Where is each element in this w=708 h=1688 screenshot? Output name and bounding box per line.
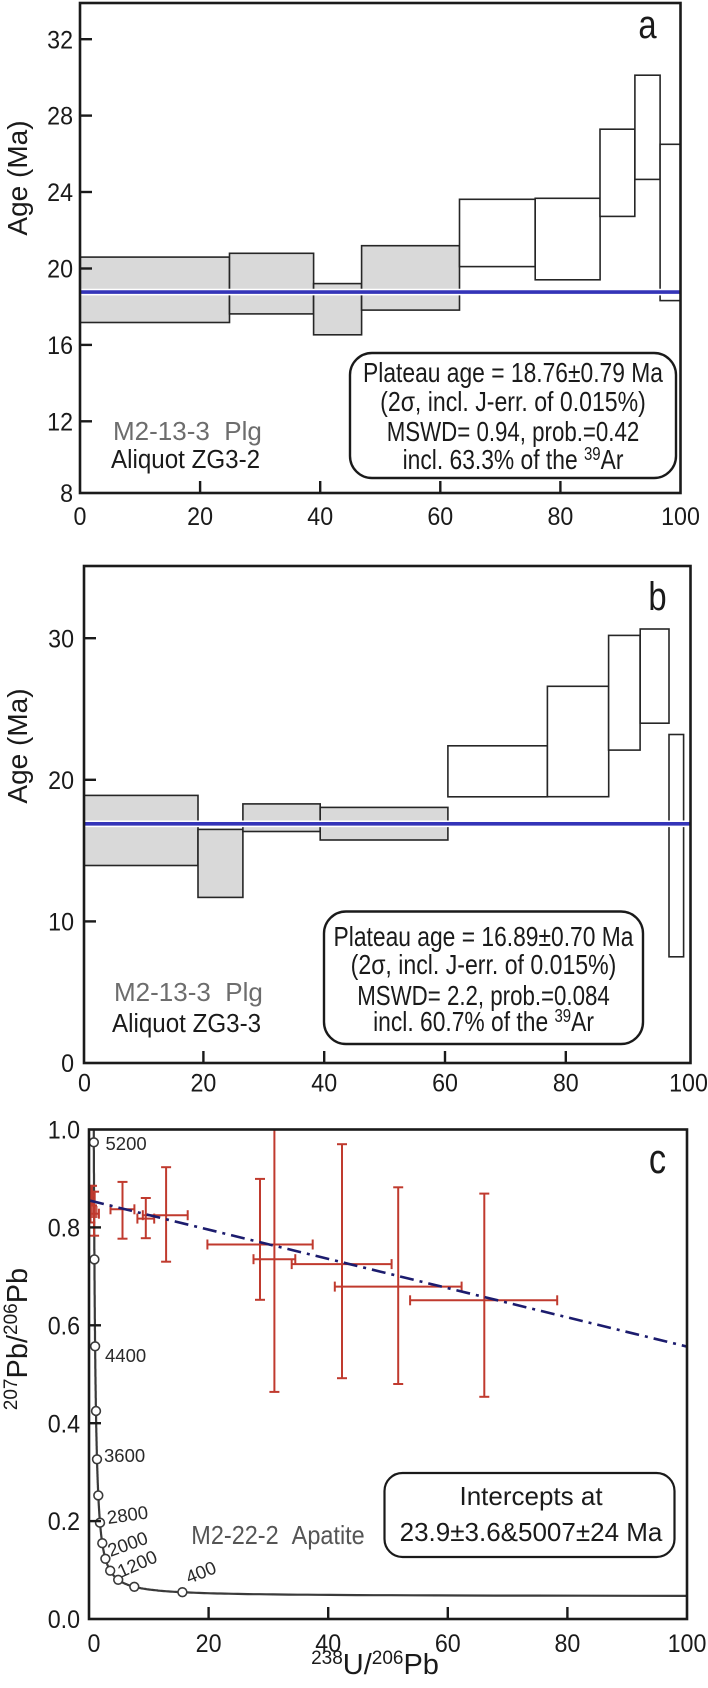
svg-text:207Pb/206Pb: 207Pb/206Pb — [1, 1268, 34, 1410]
svg-text:40: 40 — [311, 1070, 337, 1098]
svg-text:238U/206Pb: 238U/206Pb — [311, 1648, 439, 1681]
svg-text:20: 20 — [47, 256, 73, 284]
svg-text:b: b — [648, 574, 666, 619]
svg-text:incl. 60.7% of the 39Ar: incl. 60.7% of the 39Ar — [373, 1006, 594, 1038]
svg-text:Intercepts at: Intercepts at — [459, 1481, 603, 1511]
svg-text:Plateau age = 16.89±0.70 Ma: Plateau age = 16.89±0.70 Ma — [334, 922, 635, 952]
svg-text:23.9±3.6&5007±24 Ma: 23.9±3.6&5007±24 Ma — [400, 1517, 663, 1547]
svg-text:20: 20 — [190, 1070, 216, 1098]
svg-text:Aliquot ZG3-2: Aliquot ZG3-2 — [111, 445, 260, 474]
svg-text:c: c — [649, 1136, 666, 1183]
svg-text:3600: 3600 — [104, 1445, 145, 1466]
svg-text:28: 28 — [47, 103, 73, 131]
svg-text:(2σ, incl. J-err. of 0.015%): (2σ, incl. J-err. of 0.015%) — [351, 950, 617, 980]
svg-text:(2σ, incl. J-err. of 0.015%): (2σ, incl. J-err. of 0.015%) — [380, 387, 646, 417]
svg-text:30: 30 — [48, 626, 74, 654]
svg-text:0.2: 0.2 — [48, 1508, 80, 1536]
svg-text:40: 40 — [307, 503, 333, 531]
svg-text:80: 80 — [553, 1070, 579, 1098]
svg-text:16: 16 — [47, 332, 73, 360]
svg-text:5200: 5200 — [106, 1133, 147, 1154]
svg-text:0: 0 — [74, 503, 87, 531]
svg-text:M2-13-3 Plg: M2-13-3 Plg — [114, 977, 263, 1007]
svg-text:Age (Ma): Age (Ma) — [2, 120, 33, 235]
svg-text:0.0: 0.0 — [48, 1606, 80, 1634]
svg-text:0: 0 — [88, 1630, 101, 1658]
svg-text:32: 32 — [47, 27, 73, 55]
svg-text:80: 80 — [554, 1630, 580, 1658]
svg-text:Plateau age = 18.76±0.79 Ma: Plateau age = 18.76±0.79 Ma — [363, 358, 664, 388]
svg-text:60: 60 — [427, 503, 453, 531]
svg-text:40: 40 — [315, 1630, 341, 1658]
svg-text:80: 80 — [547, 503, 573, 531]
svg-text:60: 60 — [432, 1070, 458, 1098]
svg-text:12: 12 — [47, 409, 73, 437]
svg-text:a: a — [638, 2, 657, 47]
svg-text:20: 20 — [48, 767, 74, 795]
svg-text:Age (Ma): Age (Ma) — [2, 688, 33, 803]
svg-text:100: 100 — [668, 1630, 707, 1658]
svg-text:Aliquot ZG3-3: Aliquot ZG3-3 — [112, 1009, 261, 1038]
svg-text:100: 100 — [669, 1070, 708, 1098]
svg-text:MSWD= 0.94, prob.=0.42: MSWD= 0.94, prob.=0.42 — [387, 417, 640, 448]
svg-text:0: 0 — [61, 1050, 74, 1078]
svg-text:100: 100 — [661, 503, 700, 531]
svg-text:M2-22-2 Apatite: M2-22-2 Apatite — [191, 1522, 364, 1550]
svg-text:M2-13-3 Plg: M2-13-3 Plg — [113, 416, 262, 446]
svg-text:MSWD= 2.2, prob.=0.084: MSWD= 2.2, prob.=0.084 — [357, 981, 610, 1012]
svg-text:10: 10 — [48, 909, 74, 937]
svg-text:0.6: 0.6 — [48, 1313, 80, 1341]
svg-text:0.8: 0.8 — [48, 1215, 80, 1243]
svg-text:0: 0 — [78, 1070, 91, 1098]
svg-text:1.0: 1.0 — [48, 1117, 80, 1145]
svg-text:incl. 63.3% of the 39Ar: incl. 63.3% of the 39Ar — [403, 444, 624, 476]
svg-text:20: 20 — [187, 503, 213, 531]
svg-text:24: 24 — [47, 179, 73, 207]
svg-text:20: 20 — [196, 1630, 222, 1658]
svg-text:8: 8 — [60, 480, 73, 508]
svg-text:4400: 4400 — [105, 1345, 146, 1366]
svg-text:0.4: 0.4 — [48, 1411, 80, 1439]
svg-text:60: 60 — [435, 1630, 461, 1658]
